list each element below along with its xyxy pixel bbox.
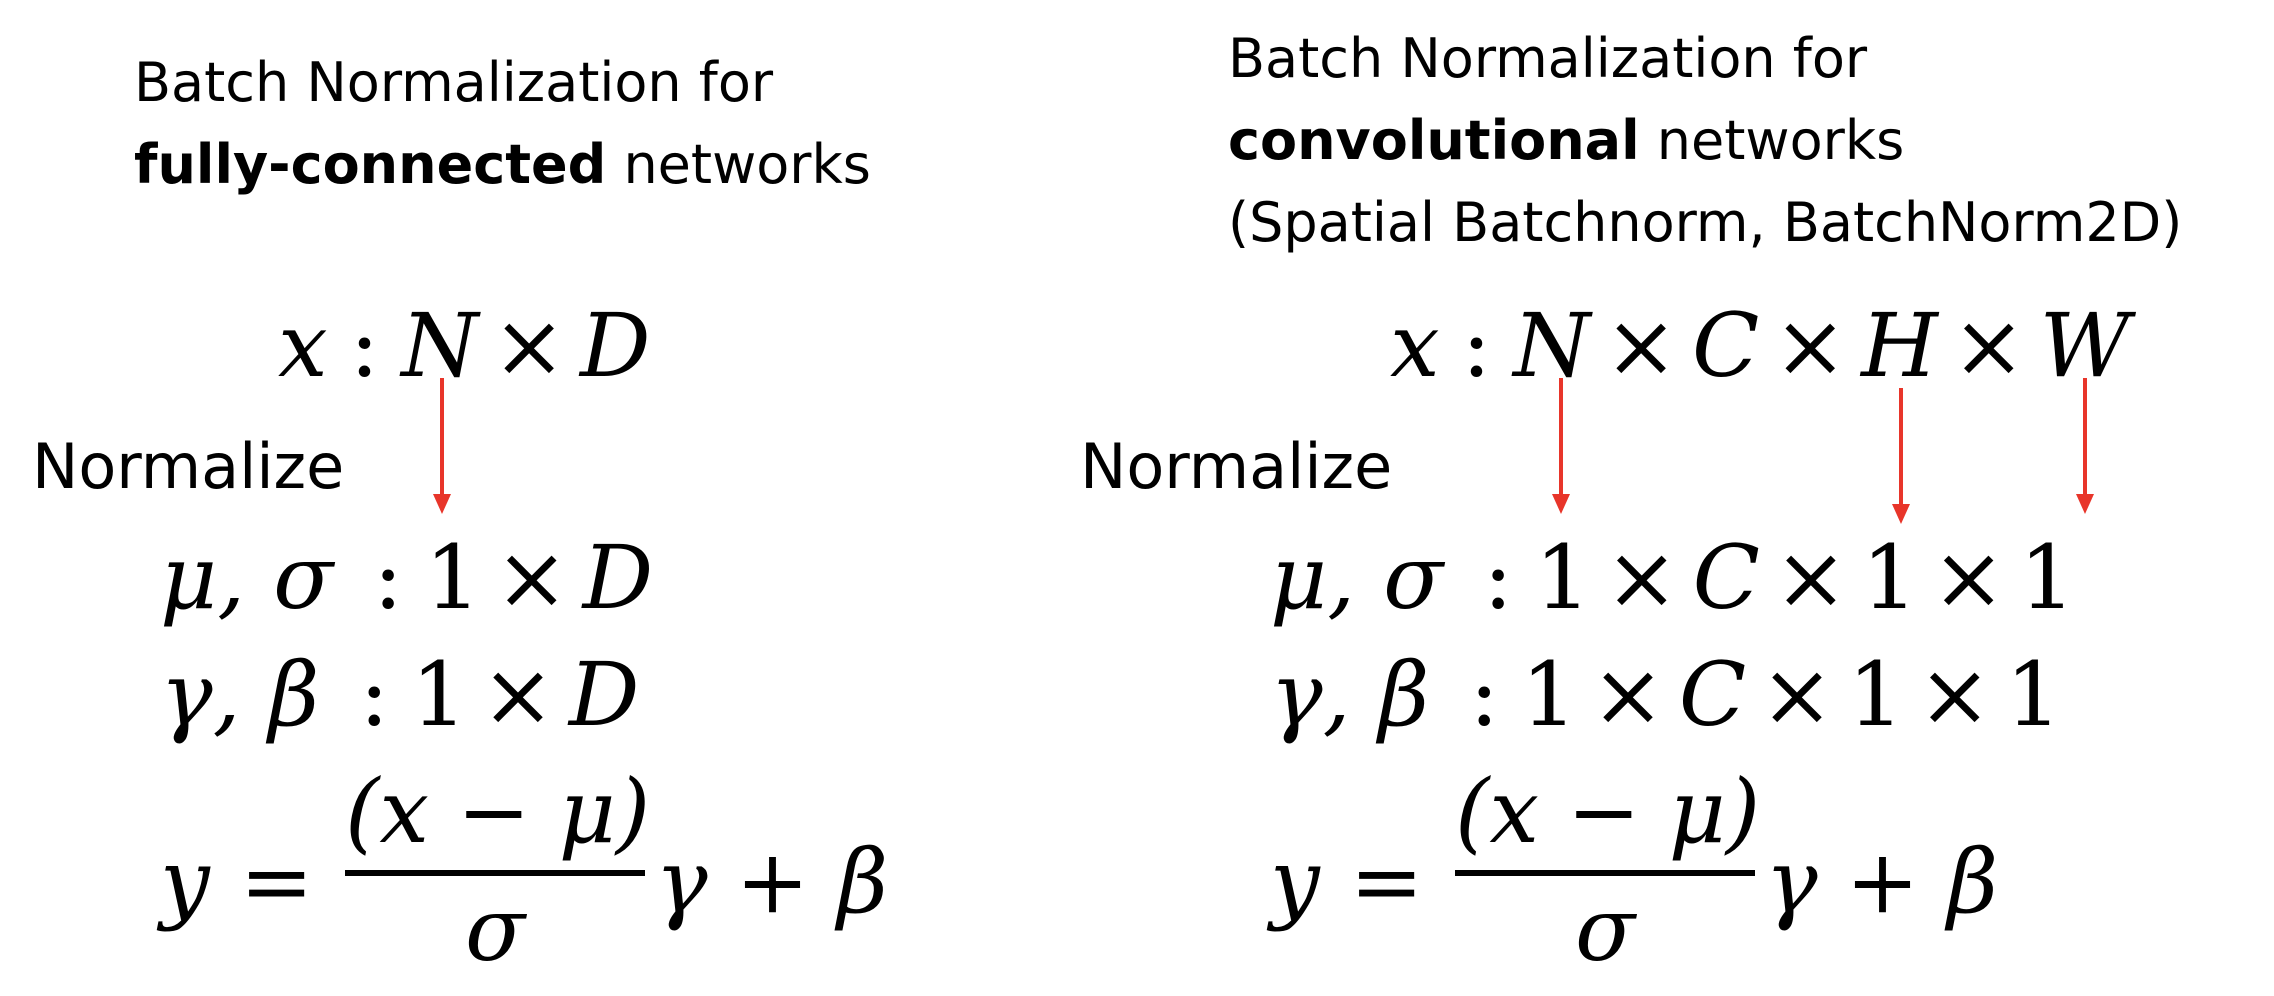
right-x-shape-equation: x: N × C × H × W bbox=[1390, 296, 2130, 396]
right-title-line1: Batch Normalization for bbox=[1228, 27, 1868, 90]
right-gamma-beta-vars: γ, β bbox=[1270, 643, 1430, 746]
right-normalize-arrow-h bbox=[1892, 388, 1910, 524]
right-mu-sigma-times-1: × bbox=[1604, 526, 1679, 629]
left-mu-sigma-equation: μ, σ:1 × D bbox=[160, 528, 653, 628]
right-gamma-beta-times-1: × bbox=[1591, 643, 1665, 746]
right-y-gamma-plus-beta: γ + β bbox=[1765, 830, 1999, 933]
left-y-equals: = bbox=[239, 830, 314, 933]
left-x-times: × bbox=[492, 294, 567, 397]
right-gamma-beta-dim-1a: 1 bbox=[1521, 643, 1578, 746]
left-gamma-beta-times: × bbox=[481, 643, 555, 746]
right-mu-sigma-dim-1b: 1 bbox=[1861, 526, 1918, 629]
left-gamma-beta-vars: γ, β bbox=[160, 643, 320, 746]
left-x-colon: : bbox=[349, 294, 380, 397]
right-x-dim-n: N bbox=[1513, 294, 1591, 397]
left-y-numerator: (x − μ) bbox=[345, 760, 651, 863]
left-y-gamma-plus-beta: γ + β bbox=[655, 830, 889, 933]
right-y-fraction: (x − μ) σ bbox=[1455, 760, 1761, 981]
left-mu-sigma-vars: μ, σ bbox=[160, 526, 334, 629]
left-gamma-beta-colon: : bbox=[359, 643, 390, 746]
left-mu-sigma-dim-d: D bbox=[582, 526, 654, 629]
left-mu-sigma-dim-1: 1 bbox=[424, 526, 481, 629]
right-y-fraction-bar bbox=[1455, 870, 1755, 876]
right-mu-sigma-dim-1c: 1 bbox=[2019, 526, 2076, 629]
right-gamma-beta-dim-1c: 1 bbox=[2005, 643, 2062, 746]
left-mu-sigma-times: × bbox=[494, 526, 569, 629]
right-x-colon: : bbox=[1461, 294, 1492, 397]
right-gamma-beta-colon: : bbox=[1469, 643, 1500, 746]
left-x-var: x bbox=[278, 294, 328, 397]
right-x-times-2: × bbox=[1773, 294, 1848, 397]
right-y-numerator: (x − μ) bbox=[1455, 760, 1761, 863]
right-title-bold: convolutional bbox=[1228, 109, 1640, 172]
left-title-bold: fully-connected bbox=[134, 133, 607, 196]
right-x-times-3: × bbox=[1951, 294, 2026, 397]
right-y-var: y bbox=[1270, 830, 1320, 933]
right-gamma-beta-dim-c: C bbox=[1678, 643, 1747, 746]
right-mu-sigma-vars: μ, σ bbox=[1270, 526, 1444, 629]
right-mu-sigma-dim-1a: 1 bbox=[1534, 526, 1591, 629]
left-mu-sigma-colon: : bbox=[373, 526, 403, 629]
right-gamma-beta-dim-1b: 1 bbox=[1847, 643, 1904, 746]
left-y-rest: γ + β bbox=[655, 832, 888, 932]
left-x-shape-equation: x: N × D bbox=[278, 296, 651, 396]
right-y-rest: γ + β bbox=[1765, 832, 1998, 932]
left-normalize-arrow-n bbox=[433, 378, 451, 514]
left-normalize-label: Normalize bbox=[32, 430, 345, 503]
right-y-equals: = bbox=[1349, 830, 1424, 933]
right-normalize-arrow-w bbox=[2076, 378, 2094, 514]
right-title-rest: networks bbox=[1639, 109, 1905, 172]
left-x-dim-d: D bbox=[580, 294, 651, 397]
left-gamma-beta-dim-d: D bbox=[568, 643, 640, 746]
right-mu-sigma-equation: μ, σ:1 × C × 1 × 1 bbox=[1270, 528, 2075, 628]
left-gamma-beta-equation: γ, β:1 × D bbox=[160, 645, 639, 745]
right-gamma-beta-equation: γ, β:1 × C × 1 × 1 bbox=[1270, 645, 2062, 745]
left-title-line1: Batch Normalization for bbox=[134, 51, 774, 114]
right-mu-sigma-times-2: × bbox=[1773, 526, 1848, 629]
right-x-var: x bbox=[1390, 294, 1440, 397]
right-mu-sigma-times-3: × bbox=[1931, 526, 2006, 629]
right-gamma-beta-times-3: × bbox=[1917, 643, 1992, 746]
left-y-denominator: σ bbox=[464, 878, 526, 981]
left-gamma-beta-dim-1: 1 bbox=[411, 643, 468, 746]
right-x-times-1: × bbox=[1604, 294, 1679, 397]
left-title: Batch Normalization for fully-connected … bbox=[134, 42, 871, 206]
right-normalize-label: Normalize bbox=[1080, 430, 1393, 503]
left-x-dim-n: N bbox=[401, 294, 479, 397]
right-gamma-beta-times-2: × bbox=[1760, 643, 1834, 746]
right-mu-sigma-colon: : bbox=[1483, 526, 1513, 629]
right-title-line3: (Spatial Batchnorm, BatchNorm2D) bbox=[1228, 191, 2183, 254]
left-y-fraction: (x − μ) σ bbox=[345, 760, 651, 981]
right-y-lhs: y = bbox=[1270, 832, 1437, 932]
right-title: Batch Normalization for convolutional ne… bbox=[1228, 18, 2182, 264]
right-x-dim-h: H bbox=[1861, 294, 1938, 397]
left-y-lhs: y = bbox=[160, 832, 327, 932]
left-y-var: y bbox=[160, 830, 210, 933]
left-y-fraction-bar bbox=[345, 870, 645, 876]
right-mu-sigma-dim-c: C bbox=[1692, 526, 1760, 629]
right-normalize-arrow-n bbox=[1552, 378, 1570, 514]
right-x-dim-c: C bbox=[1692, 294, 1760, 397]
right-y-denominator: σ bbox=[1574, 878, 1636, 981]
left-title-rest: networks bbox=[606, 133, 871, 196]
